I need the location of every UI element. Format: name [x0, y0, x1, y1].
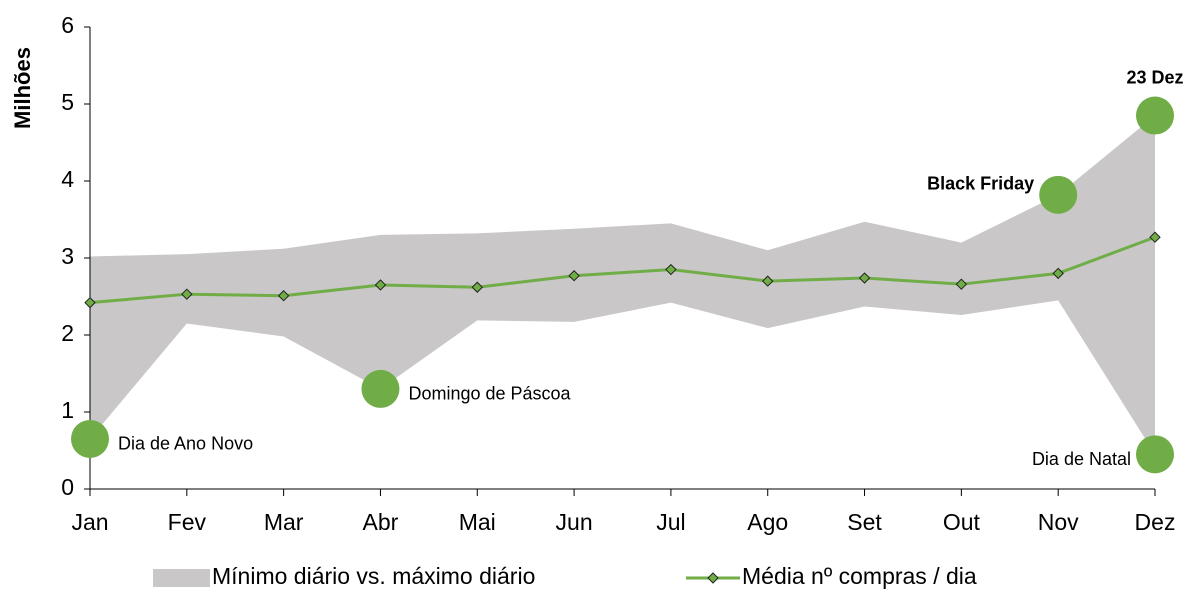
- marker: [1149, 231, 1161, 243]
- legend-swatch: [153, 569, 210, 587]
- annotation-label: Dia de Natal: [1032, 449, 1131, 469]
- x-tick-label: Jan: [71, 509, 108, 535]
- y-tick-label: 5: [61, 89, 74, 115]
- marker: [471, 281, 483, 293]
- legend-label: Mínimo diário vs. máximo diário: [212, 563, 535, 589]
- marker: [665, 263, 677, 276]
- x-tick-label: Fev: [168, 509, 207, 535]
- annotation-label: Black Friday: [927, 174, 1034, 194]
- marker: [568, 270, 580, 282]
- range-band: [90, 115, 1155, 455]
- annotation-dot: [1136, 96, 1174, 135]
- annotation-dot: [361, 369, 400, 408]
- x-tick-label: Out: [943, 509, 981, 535]
- marker: [277, 290, 290, 302]
- x-tick-label: Jun: [556, 509, 593, 535]
- y-tick-label: 2: [61, 320, 74, 346]
- y-tick-label: 3: [61, 243, 74, 269]
- x-tick-label: Jul: [656, 509, 685, 535]
- x-tick-label: Mar: [264, 509, 304, 535]
- marker: [762, 275, 774, 287]
- annotation-dot: [1136, 435, 1174, 474]
- legend-label: Média nº compras / dia: [742, 563, 977, 589]
- annotation-label: Dia de Ano Novo: [118, 434, 253, 454]
- series-line: [89, 235, 1156, 305]
- x-tick-label: Set: [847, 509, 882, 535]
- x-tick-label: Ago: [747, 509, 788, 535]
- x-tick-label: Abr: [363, 509, 399, 535]
- marker: [955, 278, 968, 290]
- y-tick-label: 1: [61, 397, 74, 423]
- marker: [1052, 267, 1064, 280]
- marker: [84, 296, 96, 309]
- marker: [374, 279, 387, 291]
- annotation-dot: [1039, 175, 1078, 214]
- x-tick-label: Mai: [459, 509, 496, 535]
- y-tick-label: 4: [61, 166, 74, 192]
- annotation-label: Domingo de Páscoa: [408, 384, 571, 404]
- y-tick-label: 6: [61, 12, 74, 38]
- annotation-dot: [71, 419, 109, 458]
- annotation-label: 23 Dez: [1126, 67, 1183, 87]
- y-tick-label: 0: [61, 474, 74, 500]
- marker: [181, 288, 193, 300]
- marker: [858, 272, 871, 284]
- x-tick-label: Dez: [1135, 509, 1176, 535]
- x-tick-label: Nov: [1038, 509, 1079, 535]
- y-axis-label: Milhões: [10, 47, 35, 129]
- legend-marker: [707, 572, 719, 584]
